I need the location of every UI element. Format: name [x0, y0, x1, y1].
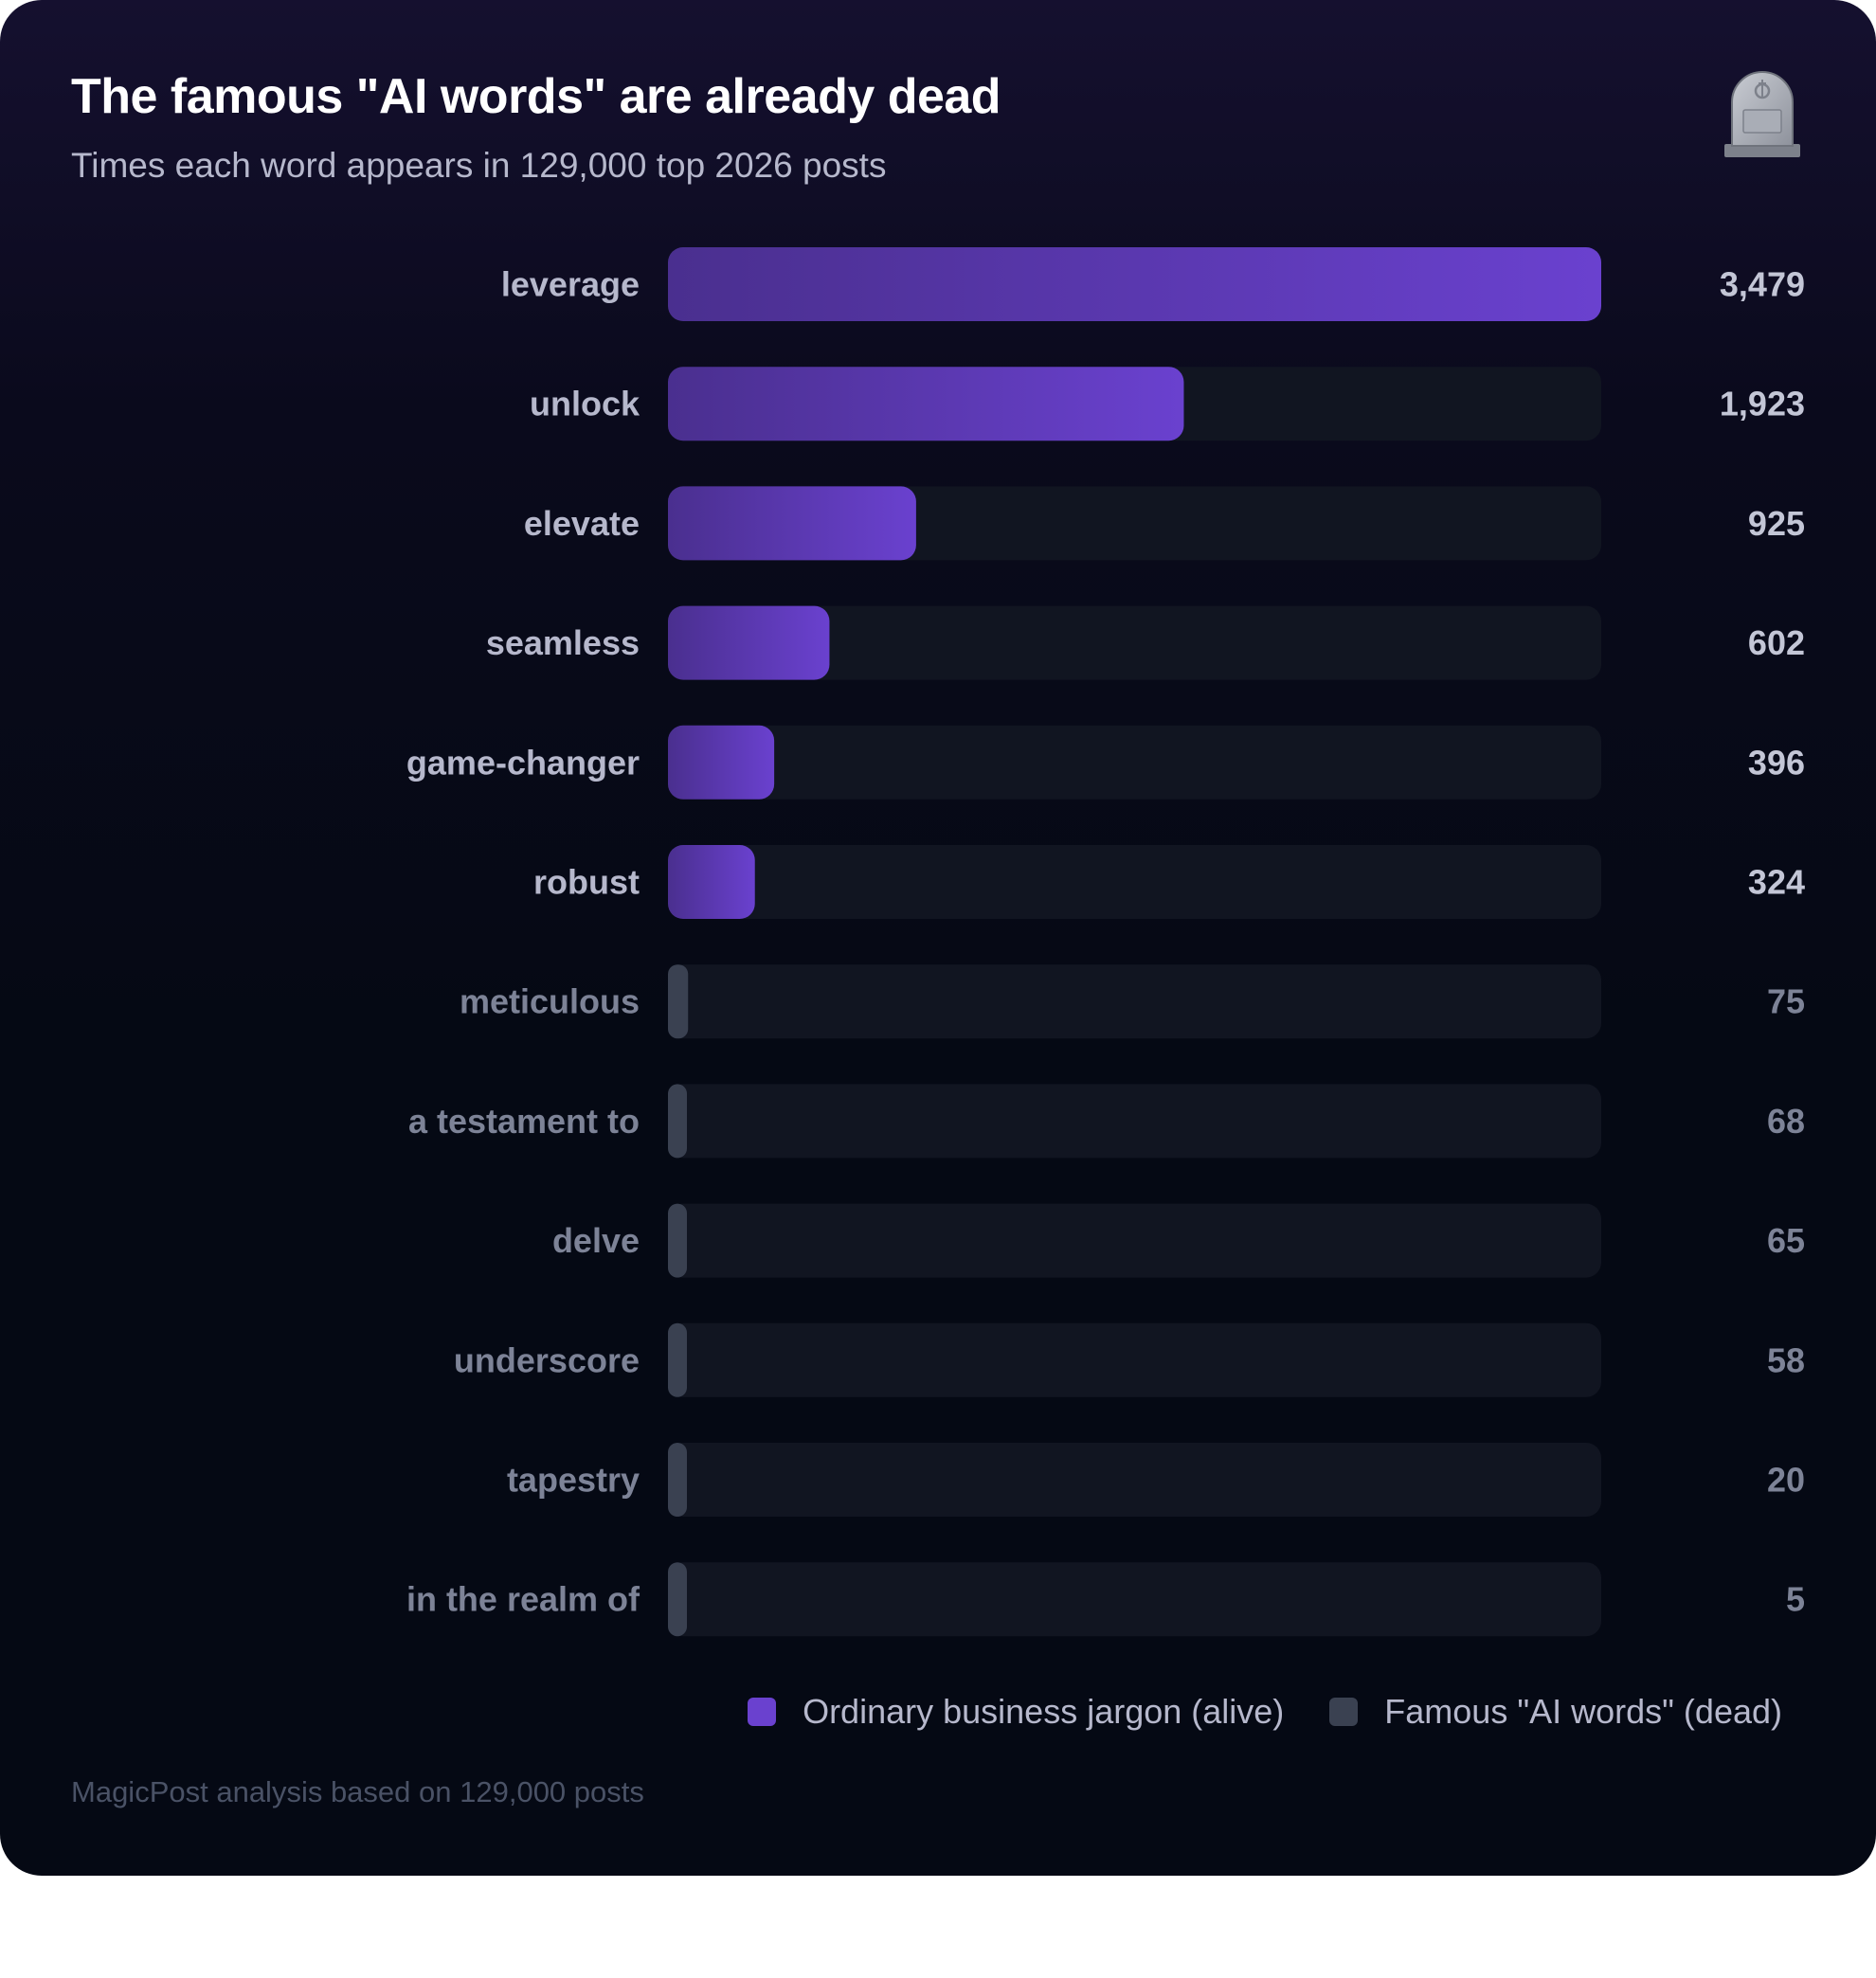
legend-label-dead: Famous "AI words" (dead) [1384, 1692, 1782, 1731]
bar-dead [668, 1322, 687, 1397]
bar-dead [668, 1562, 687, 1637]
footnote: MagicPost analysis based on 129,000 post… [71, 1775, 644, 1808]
category-label: elevate [524, 504, 640, 543]
bar-track [668, 1443, 1601, 1517]
bar-chart: leverage 3,479 unlock 1,923 elevate 925 seamle… [406, 247, 1805, 1637]
bar-track [668, 964, 1601, 1039]
value-label: 396 [1748, 743, 1805, 782]
chart-title: The famous "AI words" are already dead [71, 69, 1001, 124]
bar-track [668, 845, 1601, 919]
bar-rows: leverage 3,479 unlock 1,923 elevate 925 seamle… [406, 247, 1805, 1637]
value-label: 65 [1767, 1221, 1805, 1260]
value-label: 324 [1748, 863, 1805, 902]
value-label: 20 [1767, 1461, 1805, 1500]
category-label: underscore [454, 1340, 640, 1379]
category-label: tapestry [507, 1461, 640, 1500]
bar-alive [668, 605, 830, 680]
bar-track [668, 1322, 1601, 1397]
value-label: 1,923 [1720, 385, 1805, 423]
legend: Ordinary business jargon (alive) Famous … [748, 1692, 1782, 1732]
value-label: 3,479 [1720, 265, 1805, 304]
bar-track [668, 1084, 1601, 1159]
bar-track [668, 1562, 1601, 1637]
bar-dead [668, 1084, 687, 1159]
category-label: in the realm of [406, 1580, 640, 1619]
legend-swatch-alive [748, 1698, 777, 1726]
chart-subtitle: Times each word appears in 129,000 top 2… [71, 146, 887, 185]
value-label: 68 [1767, 1102, 1805, 1141]
category-label: unlock [530, 385, 640, 423]
bar-alive [668, 725, 775, 800]
value-label: 75 [1767, 982, 1805, 1021]
bar-dead [668, 1443, 687, 1517]
category-label: meticulous [460, 982, 640, 1021]
bar-alive [668, 247, 1601, 321]
bar-dead [668, 1203, 687, 1278]
legend-item-alive: Ordinary business jargon (alive) [748, 1692, 1284, 1732]
bar-alive [668, 486, 916, 561]
category-label: seamless [486, 623, 640, 662]
value-label: 58 [1767, 1340, 1805, 1379]
value-label: 5 [1786, 1580, 1805, 1619]
category-label: leverage [501, 265, 640, 304]
tombstone-icon [1724, 71, 1800, 157]
legend-item-dead: Famous "AI words" (dead) [1329, 1692, 1782, 1732]
bar-alive [668, 367, 1184, 441]
category-label: a testament to [408, 1102, 640, 1141]
legend-swatch-dead [1329, 1698, 1359, 1726]
category-label: delve [552, 1221, 640, 1260]
category-label: robust [533, 863, 640, 902]
bar-track [668, 725, 1601, 800]
chart-card: The famous "AI words" are already dead T… [0, 0, 1876, 1876]
value-label: 925 [1748, 504, 1805, 543]
bar-track [668, 605, 1601, 680]
category-label: game-changer [406, 743, 640, 782]
legend-label-alive: Ordinary business jargon (alive) [803, 1692, 1285, 1731]
bar-dead [668, 964, 689, 1039]
value-label: 602 [1748, 623, 1805, 662]
bar-alive [668, 845, 755, 919]
bar-track [668, 1203, 1601, 1278]
